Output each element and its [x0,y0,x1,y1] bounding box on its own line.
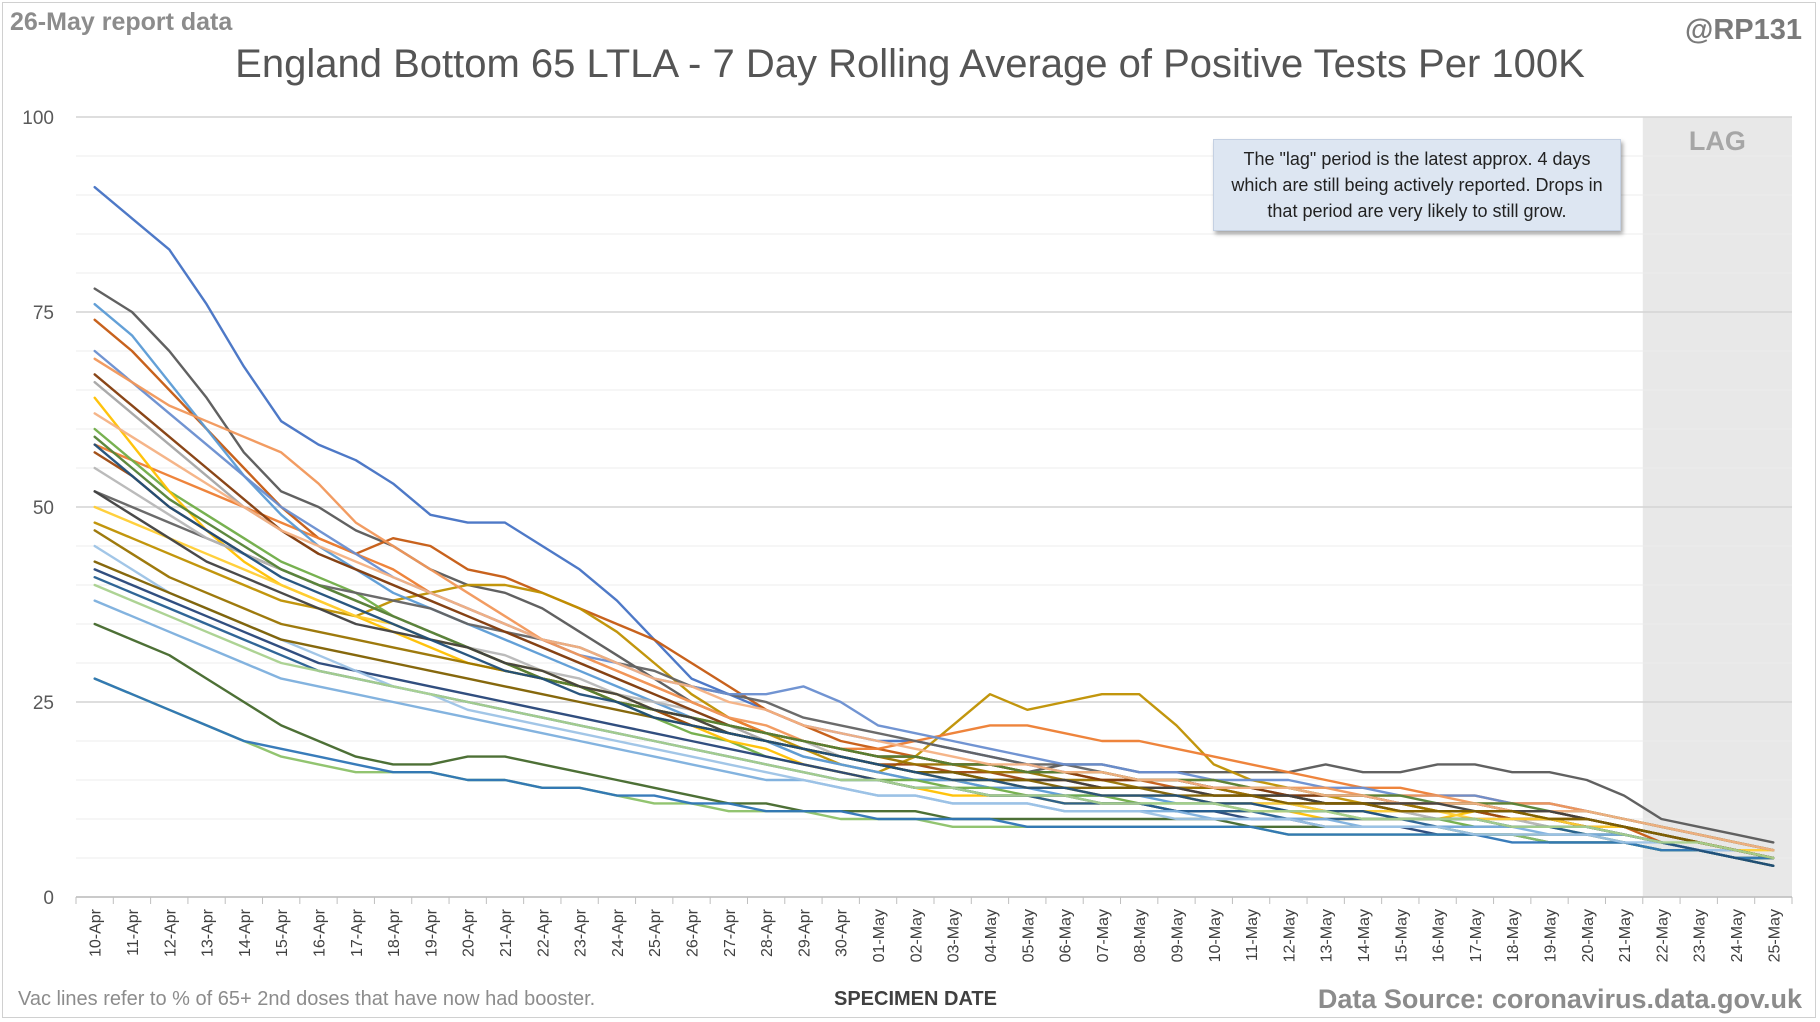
series-line [93,560,1775,860]
series-line [93,373,1775,860]
x-tick-label: 22-Apr [535,908,552,957]
lag-label: LAG [1689,126,1746,156]
x-tick-label: 16-Apr [311,908,328,957]
chart-title: England Bottom 65 LTLA - 7 Day Rolling A… [235,42,1585,86]
author-handle: @RP131 [1685,14,1802,46]
series-line [93,529,1775,860]
series-line [93,349,1775,852]
x-tick-label: 17-Apr [349,908,366,957]
vac-footnote: Vac lines refer to % of 65+ 2nd doses th… [18,988,596,1010]
x-tick-label: 18-May [1505,909,1522,962]
x-tick-label: 25-Apr [647,908,664,957]
series-line [93,443,1775,852]
series-line [93,677,1775,860]
y-tick-label: 75 [33,303,54,324]
x-tick-label: 12-May [1281,909,1298,962]
x-axis-title: SPECIMEN DATE [834,988,997,1010]
x-tick-label: 08-May [1132,909,1149,962]
x-tick-label: 21-May [1617,909,1634,962]
y-tick-label: 0 [43,888,54,909]
x-tick-label: 26-Apr [685,908,702,957]
x-tick-label: 09-May [1169,909,1186,962]
x-tick-label: 17-May [1468,909,1485,962]
x-tick-label: 11-Apr [125,908,142,956]
x-tick-label: 24-May [1729,909,1746,962]
x-tick-label: 05-May [1020,909,1037,962]
x-tick-label: 30-Apr [834,908,851,957]
data-source: Data Source: coronavirus.data.gov.uk [1317,984,1802,1014]
x-tick-label: 29-Apr [796,908,813,957]
series-line [93,583,1775,860]
series-line [93,521,1775,860]
x-tick-label: 10-May [1207,909,1224,962]
x-tick-label: 14-Apr [237,908,254,957]
x-tick-label: 21-Apr [498,908,515,957]
x-tick-label: 19-May [1543,909,1560,962]
y-tick-label: 100 [22,108,54,129]
x-tick-label: 04-May [983,909,1000,962]
x-tick-label: 24-Apr [610,908,627,957]
x-tick-label: 15-Apr [274,908,291,957]
x-tick-label: 20-Apr [461,908,478,957]
x-tick-label: 18-Apr [386,908,403,957]
x-tick-label: 13-May [1319,909,1336,962]
x-tick-label: 13-Apr [200,908,217,957]
x-tick-label: 27-Apr [722,908,739,957]
series-line [93,427,1775,860]
y-tick-label: 50 [33,498,54,519]
x-tick-label: 22-May [1654,909,1671,962]
x-tick-label: 06-May [1058,909,1075,962]
x-tick-label: 25-May [1766,909,1783,962]
lag-annotation: The "lag" period is the latest approx. 4… [1213,139,1621,231]
series-line [93,186,1775,860]
x-tick-label: 23-Apr [573,908,590,957]
y-tick-label: 25 [33,693,54,714]
series-line [93,412,1775,852]
x-tick-label: 03-May [946,909,963,962]
x-tick-label: 19-Apr [423,908,440,957]
x-tick-label: 28-Apr [759,908,776,957]
x-tick-label: 11-May [1244,909,1261,961]
x-tick-label: 07-May [1095,909,1112,962]
report-date: 26-May report data [10,8,233,36]
x-tick-label: 02-May [908,909,925,962]
x-tick-label: 16-May [1431,909,1448,962]
x-tick-label: 12-Apr [162,908,179,957]
x-tick-label: 15-May [1393,909,1410,962]
x-tick-label: 20-May [1580,909,1597,962]
x-tick-label: 23-May [1692,909,1709,962]
series-line [93,435,1775,852]
x-tick-label: 10-Apr [88,908,105,957]
x-tick-label: 01-May [871,909,888,962]
x-tick-label: 14-May [1356,909,1373,962]
series-line [93,544,1775,860]
